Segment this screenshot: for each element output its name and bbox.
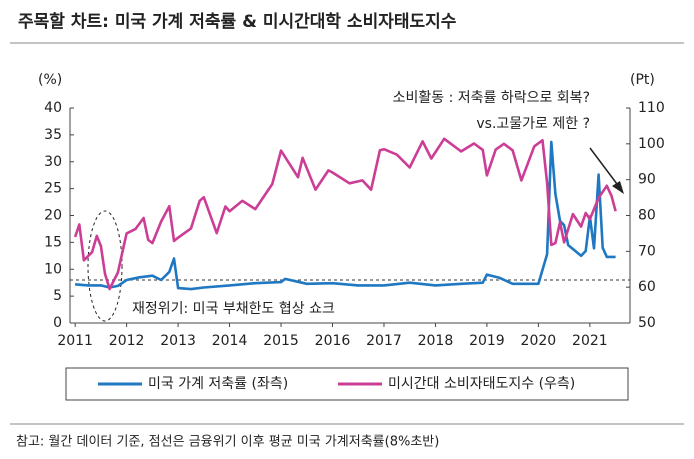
x-tick-label: 2021: [572, 333, 608, 349]
legend-box: [65, 367, 629, 401]
x-tick-label: 2011: [57, 333, 93, 349]
y2-tick-label: 80: [638, 208, 656, 224]
y-tick-label: 10: [44, 261, 62, 277]
x-tick-label: 2015: [263, 333, 299, 349]
series-line: [74, 140, 616, 291]
y2-unit: (Pt): [630, 72, 655, 88]
series-line: [73, 137, 617, 291]
x-tick-label: 2014: [212, 333, 248, 349]
y-tick-label: 35: [44, 127, 62, 143]
arrow-head: [612, 181, 624, 194]
y2-tick-label: 50: [638, 315, 656, 331]
x-tick-label: 2020: [521, 333, 557, 349]
y-tick-label: 30: [44, 154, 62, 170]
x-tick-label: 2018: [418, 333, 454, 349]
x-tick-label: 2016: [315, 333, 351, 349]
chart-title: 주목할 차트: 미국 가계 저축률 & 미시간대학 소비자태도지수: [18, 12, 457, 32]
legend-label: 미국 가계 저축률 (좌측): [148, 376, 288, 392]
y-unit: (%): [38, 72, 62, 88]
annotation: 재정위기: 미국 부채한도 협상 쇼크: [132, 301, 335, 317]
arrow: [589, 147, 621, 189]
y-tick-label: 20: [44, 208, 62, 224]
x-tick-label: 2017: [366, 333, 402, 349]
y2-tick-label: 110: [638, 100, 665, 116]
y-tick-label: 5: [53, 288, 62, 304]
x-tick-label: 2013: [160, 333, 196, 349]
highlight-ellipse: [87, 210, 123, 322]
y-tick-label: 15: [44, 234, 62, 250]
y2-tick-label: 60: [638, 279, 656, 295]
annotation: 소비활동 : 저축률 하락으로 회복?: [393, 90, 590, 106]
y2-tick-label: 100: [638, 136, 665, 152]
annotation: vs.고물가로 제한 ?: [476, 116, 590, 132]
y-tick-label: 25: [44, 181, 62, 197]
legend-label: 미시간대 소비자태도지수 (우측): [388, 376, 575, 392]
y2-tick-label: 90: [638, 172, 656, 188]
y2-tick-label: 70: [638, 243, 656, 259]
footnote: 참고: 월간 데이터 기준, 점선은 금융위기 이후 평균 미국 가계저축률(8…: [16, 435, 439, 450]
x-tick-label: 2019: [469, 333, 505, 349]
y-tick-label: 40: [44, 100, 62, 116]
y-tick-label: 0: [53, 315, 62, 331]
x-tick-label: 2012: [109, 333, 145, 349]
